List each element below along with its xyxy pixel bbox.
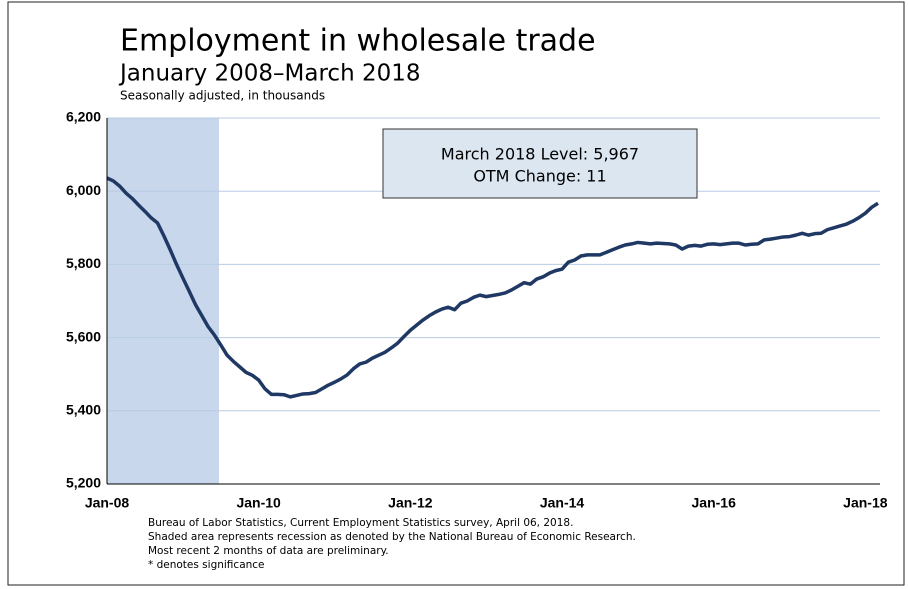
y-tick-label: 5,400 (66, 402, 101, 418)
chart-title: Employment in wholesale trade (120, 24, 596, 59)
x-tick-label: Jan-18 (843, 495, 888, 511)
y-tick-label: 5,800 (66, 255, 101, 271)
x-tick-label: Jan-10 (236, 495, 281, 511)
x-tick-label: Jan-14 (540, 495, 585, 511)
frame (7, 1, 905, 586)
y-tick-label: 5,200 (66, 475, 101, 491)
y-tick-label: 5,600 (66, 328, 101, 344)
footnote: Shaded area represents recession as deno… (148, 531, 636, 543)
x-tick-label: Jan-12 (388, 495, 433, 511)
annotation-box (382, 128, 698, 199)
y-tick-label: 6,200 (66, 109, 101, 125)
chart-subtitle: January 2008–March 2018 (118, 61, 421, 87)
footnote: Bureau of Labor Statistics, Current Empl… (148, 517, 573, 529)
x-tick-label: Jan-16 (692, 495, 737, 511)
chart-note: Seasonally adjusted, in thousands (120, 89, 325, 103)
x-tick-label: Jan-08 (85, 495, 130, 511)
line (106, 176, 879, 399)
annotation-text: March 2018 Level: 5,967 (441, 145, 639, 164)
y-tick-label: 6,000 (66, 182, 101, 198)
recession-shade (107, 118, 219, 484)
footnote: * denotes significance (148, 559, 265, 571)
annotation-text: OTM Change: 11 (473, 167, 606, 186)
footnote: Most recent 2 months of data are prelimi… (148, 545, 389, 557)
